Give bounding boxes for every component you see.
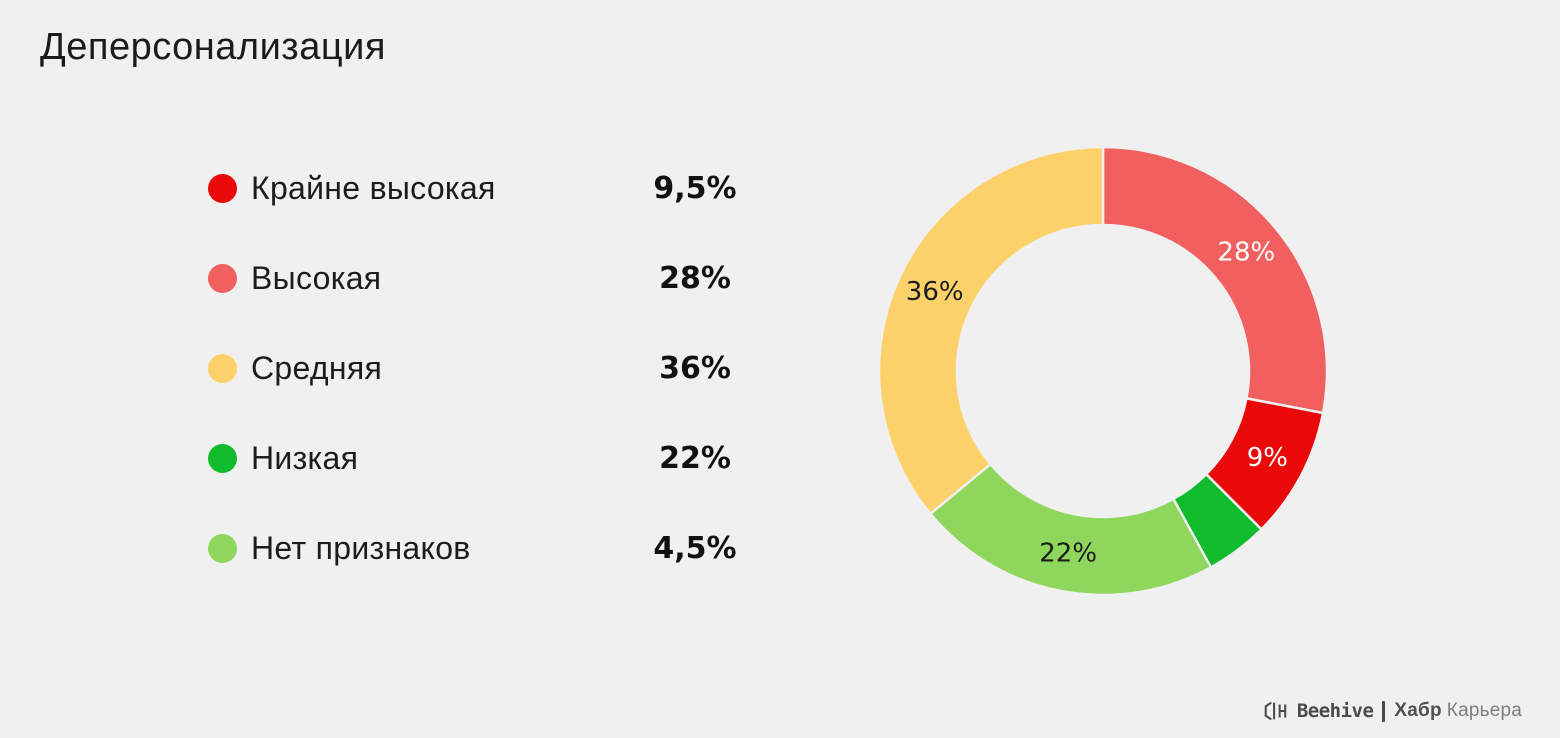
donut-chart: 28% 9% 22% 36% xyxy=(877,145,1329,597)
legend-color-dot xyxy=(208,263,237,293)
donut-slice-label: 22% xyxy=(1039,539,1097,569)
brand-name: Beehive xyxy=(1296,700,1374,722)
legend-value: 22% xyxy=(659,440,731,476)
legend: Крайне высокая 9,5% Высокая 28% Средняя … xyxy=(208,143,818,593)
partner-name-bold: Хабр xyxy=(1394,700,1442,721)
legend-value: 9,5% xyxy=(653,170,737,206)
donut-slice-label: 36% xyxy=(906,277,964,307)
legend-color-dot xyxy=(208,443,237,473)
donut-slice xyxy=(1101,145,1329,415)
legend-label: Низкая xyxy=(251,439,359,476)
legend-color-dot xyxy=(208,173,237,203)
legend-item: Высокая 28% xyxy=(208,233,818,323)
legend-value: 4,5% xyxy=(653,530,737,566)
legend-value: 28% xyxy=(659,260,731,296)
legend-item: Средняя 36% xyxy=(208,323,818,413)
donut-slice xyxy=(929,462,1213,597)
legend-label: Высокая xyxy=(251,259,382,296)
donut-slice xyxy=(877,145,1105,516)
legend-label: Средняя xyxy=(251,349,383,386)
beehive-logo-icon xyxy=(1264,701,1287,721)
brand-separator xyxy=(1382,700,1386,722)
legend-label: Крайне высокая xyxy=(251,169,496,206)
legend-item: Низкая 22% xyxy=(208,413,818,503)
donut-slice-label: 9% xyxy=(1247,443,1288,473)
legend-color-dot xyxy=(208,533,237,563)
partner-name-regular: Карьера xyxy=(1446,700,1522,721)
legend-item: Нет признаков 4,5% xyxy=(208,503,818,593)
footer-brand: Beehive Хабр Карьера xyxy=(1262,696,1522,726)
legend-item: Крайне высокая 9,5% xyxy=(208,143,818,233)
legend-label: Нет признаков xyxy=(251,529,471,566)
legend-color-dot xyxy=(208,353,237,383)
page-title: Деперсонализация xyxy=(40,26,386,68)
donut-slice-label: 28% xyxy=(1217,237,1275,267)
legend-value: 36% xyxy=(659,350,731,386)
